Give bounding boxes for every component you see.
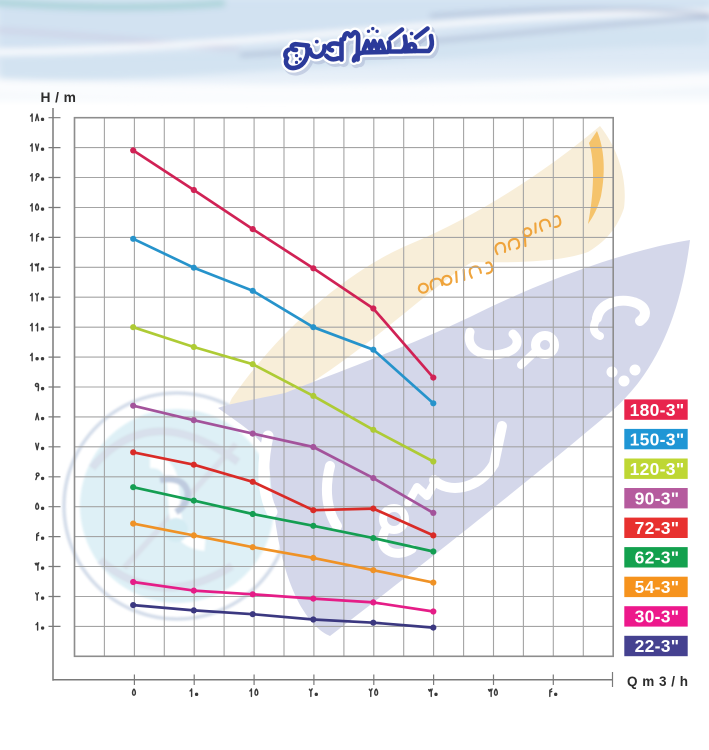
svg-text:30-3": 30-3" <box>635 607 680 627</box>
svg-text:120-3": 120-3" <box>630 459 685 479</box>
svg-text:54-3": 54-3" <box>635 577 680 597</box>
svg-text:90-3": 90-3" <box>635 488 680 508</box>
svg-text:150-3": 150-3" <box>630 429 685 449</box>
svg-text:180-3": 180-3" <box>630 400 685 420</box>
svg-text:H / m: H / m <box>41 90 77 105</box>
svg-text:22-3": 22-3" <box>635 636 680 656</box>
svg-text:62-3": 62-3" <box>635 548 680 568</box>
svg-text:Q m 3 / h: Q m 3 / h <box>627 674 689 689</box>
svg-text:72-3": 72-3" <box>635 518 680 538</box>
